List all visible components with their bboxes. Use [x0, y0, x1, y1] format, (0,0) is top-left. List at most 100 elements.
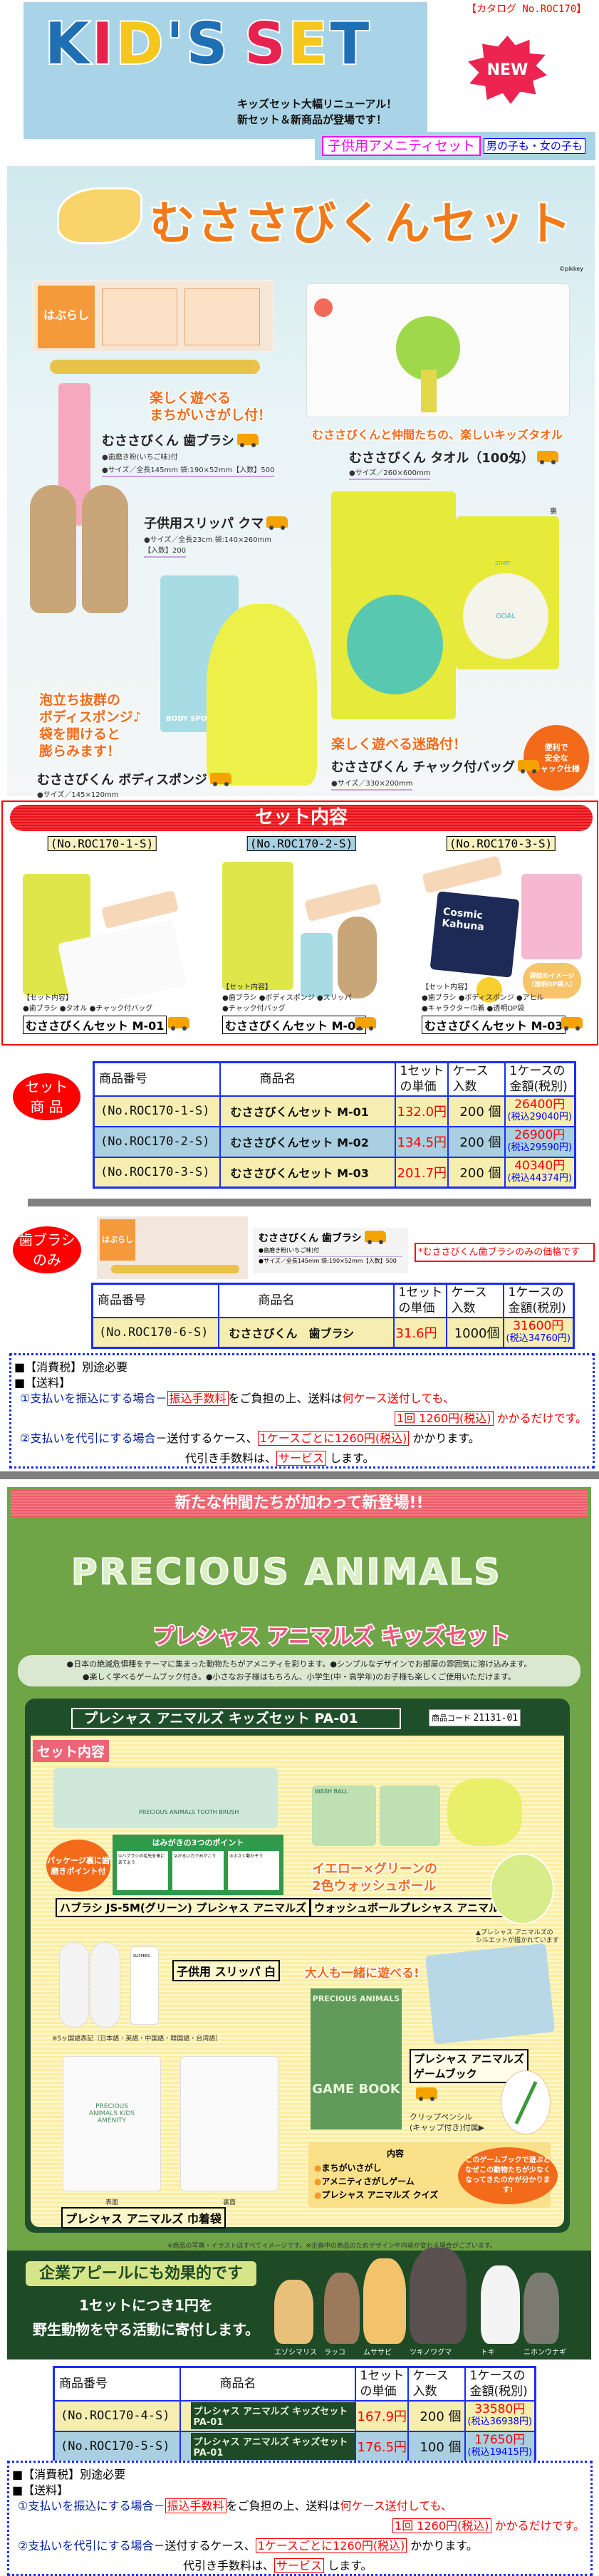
washball-catch: イエロー×グリーンの 2色ウォッシュボール — [311, 1861, 438, 1895]
case-amount: 33580円 (税込36938円) — [464, 2399, 536, 2432]
table-header: 商品番号 商品名 1セット の単価 ケース 入数 1ケースの 金額(税別) — [53, 2366, 536, 2402]
logo-letter: T — [329, 9, 373, 78]
name-text: むささびくんセット M-03 — [230, 1166, 369, 1180]
name-text: プレシャス アニマルズ キッズセット PA-01 — [190, 2432, 355, 2460]
table-header: 商品番号 商品名 1セット の単価 ケース 入数 1ケースの 金額(税別) — [91, 1283, 575, 1318]
case-amount: 40340円 (税込44374円) — [504, 1156, 576, 1189]
disclaimer: ※商品の写真・イラストはすべてイメージです。※企画中の商品のためデザインや内容が… — [167, 2243, 496, 2250]
toothbrush-package-label: はぶらし — [38, 286, 95, 348]
toothbrush-gold — [50, 360, 260, 374]
col-case: ケース 入数 — [447, 1061, 506, 1097]
animal-name: ムササビ — [363, 2349, 392, 2357]
pencil-line: クリップペンシル — [410, 2112, 472, 2122]
lead: ①支払いを振込にする場合－ — [20, 1392, 167, 1405]
header-text: 商品番号 — [59, 2377, 108, 2392]
product-name: むささびくんセット M-01 — [219, 1095, 396, 1127]
set-name: むささびくんセット M-02 — [222, 1016, 367, 1034]
product-name: むささびくん 歯ブラシ — [217, 1316, 395, 1349]
toothbrush-photo: はぶらし — [97, 1216, 248, 1279]
col-amount: 1ケースの 金額(税別) — [504, 1061, 576, 1097]
contents-list: ●まちがいさがし ●アメニティさがしゲーム ●プレシャス アニマルズ クイズ — [314, 2162, 438, 2202]
maze-start: START — [495, 560, 511, 566]
code-value: 21131-01 — [473, 1713, 519, 1724]
precious-animals-title: プレシャス アニマルズ キッズセット — [152, 1623, 511, 1651]
highlight: 1ケースごとに1260円(税込) — [257, 1431, 410, 1446]
product-code: (No.ROC170-3-S) — [93, 1156, 221, 1189]
set-name: むささびくんセット M-01 — [23, 1016, 167, 1034]
header-text: ケース — [452, 1064, 489, 1079]
set-panel-pa01: プレシャス アニマルズ キッズセット PA-01 商品コード 21131-01 … — [25, 1699, 570, 2233]
table-row: (No.ROC170-4-S) プレシャス アニマルズ キッズセット PA-01… — [53, 2399, 536, 2432]
shipping-heading: ■【送料】 — [12, 2483, 69, 2497]
bank-transfer-line-2: 1回 1260円(税込) かかるだけです。 — [12, 2518, 588, 2534]
animal-illustration — [481, 2265, 520, 2344]
delivery-truck-icon — [416, 2087, 437, 2103]
case-quantity: 100 個 — [407, 2430, 466, 2463]
badge-line: 安全な — [544, 753, 568, 763]
logo-letter: D — [115, 9, 167, 78]
washball-caption: ▲プレシャス アニマルズの シルエットが描かれています — [476, 1929, 559, 1945]
contents-item: ●まちがいさがし — [314, 2163, 382, 2173]
header-text: の単価 — [360, 2384, 397, 2399]
name-text: むささびくんセット M-01 — [230, 1105, 369, 1119]
set-products-badge: セット商 品 — [13, 1073, 80, 1120]
lead: ②支払いを代引にする場合 — [18, 2539, 154, 2552]
items-heading: 【セット内容】 — [422, 984, 472, 991]
pencil-line: (キャップ付き)付属▶ — [410, 2123, 485, 2132]
pouch-back-image — [180, 2056, 278, 2191]
amount-incl-tax: (税込29040円) — [507, 1112, 573, 1122]
logo-letter: S — [185, 9, 231, 78]
bank-transfer-line: ①支払いを振込にする場合－ 振込手数料 をご負担の上、送料は何ケース送付しても、 — [14, 1391, 590, 1407]
shipping-heading: ■【送料】 — [14, 1376, 71, 1389]
highlight: 振込手数料 — [165, 2498, 226, 2513]
toothbrush-spec-1: ●歯磨き粉(いちご味)付 — [102, 454, 178, 462]
header-text: 入数 — [412, 2384, 437, 2399]
product-code: (No.ROC170-4-S) — [53, 2399, 181, 2432]
bag-catch: 楽しく遊べる迷路付！ — [330, 736, 467, 753]
badge-line: 便利で — [544, 742, 568, 752]
slipper-name: 子供用スリッパ クマ — [144, 513, 288, 532]
amount-incl-tax: (税込44374円) — [507, 1172, 573, 1184]
item-text: アメニティさがしゲーム — [321, 2176, 415, 2186]
amount-excl-tax: 31600円 — [513, 1318, 564, 1333]
donation-banner: 企業アピールにも効果的です 1セットにつき1円を 野生動物を守る活動に寄付します。… — [7, 2248, 591, 2359]
contents-title: 内容 — [387, 2149, 405, 2159]
col-amount: 1ケースの 金額(税別) — [502, 1283, 575, 1318]
bag-name: むささびくん チャック付バッグ — [331, 757, 540, 776]
logo-letter: K — [43, 9, 92, 78]
col-code: 商品番号 — [53, 2366, 181, 2402]
amount-excl-tax: 26900円 — [514, 1128, 566, 1142]
catch-line: イエロー×グリーンの — [311, 1861, 438, 1878]
name-text: プレシャス アニマルズ キッズセット PA-01 — [190, 2402, 355, 2429]
catch-line: 2色ウォッシュボール — [311, 1878, 437, 1895]
maze-goal: GOAL — [463, 573, 548, 659]
sponge-image — [301, 933, 333, 997]
toothbrush-info: むささびくん 歯ブラシ ●歯磨き粉(いちご味)付 ●サイズ／全長145mm 袋:… — [253, 1228, 408, 1273]
highlight: 1ケースごとに1260円(税込) — [255, 2538, 407, 2553]
table-row: (No.ROC170-6-S) むささびくん 歯ブラシ 31.6円 1000個 … — [91, 1316, 575, 1349]
unit-price: 31.6円 — [392, 1316, 447, 1349]
desc-line: ●楽しく学べるゲームブック付き。●小さなお子様はもちろん、小学生(中・高学年)の… — [82, 1672, 516, 1681]
header-text: 1ケースの — [509, 1064, 566, 1079]
name-text: むささびくん 歯ブラシ — [229, 1326, 355, 1340]
catch-line: 膨らみます！ — [38, 743, 122, 761]
label-line: ゲームブック — [414, 2067, 477, 2080]
copyright: ©pikkey — [559, 266, 583, 272]
appeal-heading: 企業アピールにも効果的です — [26, 2261, 256, 2286]
character-pouch: Cosmic Kahuna — [429, 891, 520, 978]
catch-line: 楽しく遊べる — [148, 390, 231, 407]
code-label: 商品コード — [432, 1714, 471, 1723]
badge-line: チャック仕様 — [533, 763, 580, 773]
name-text: 子供用スリッパ クマ — [144, 516, 264, 531]
case-quantity: 200 個 — [447, 1095, 506, 1127]
toothbrush-spec-2: ●サイズ／全長145mm 袋:190×52mm【入数】500 — [102, 464, 275, 477]
slipper-image — [82, 485, 128, 613]
table-row: (No.ROC170-3-S) むささびくんセット M-03 201.7円 20… — [93, 1156, 576, 1189]
towel-catch: むささびくんと仲間たちの、楽しいキッズタオル — [311, 427, 563, 443]
clip-pencil-note: クリップペンシル (キャップ付き)付属▶ — [410, 2112, 484, 2133]
product-name: むささびくんセット M-03 — [219, 1156, 396, 1189]
flying-squirrel-mascot — [57, 187, 142, 244]
text: 代引き手数料は、 — [185, 1451, 277, 1465]
toothbrush-only-badge: 歯ブラシ のみ — [13, 1226, 81, 1273]
col-code: 商品番号 — [93, 1061, 221, 1097]
